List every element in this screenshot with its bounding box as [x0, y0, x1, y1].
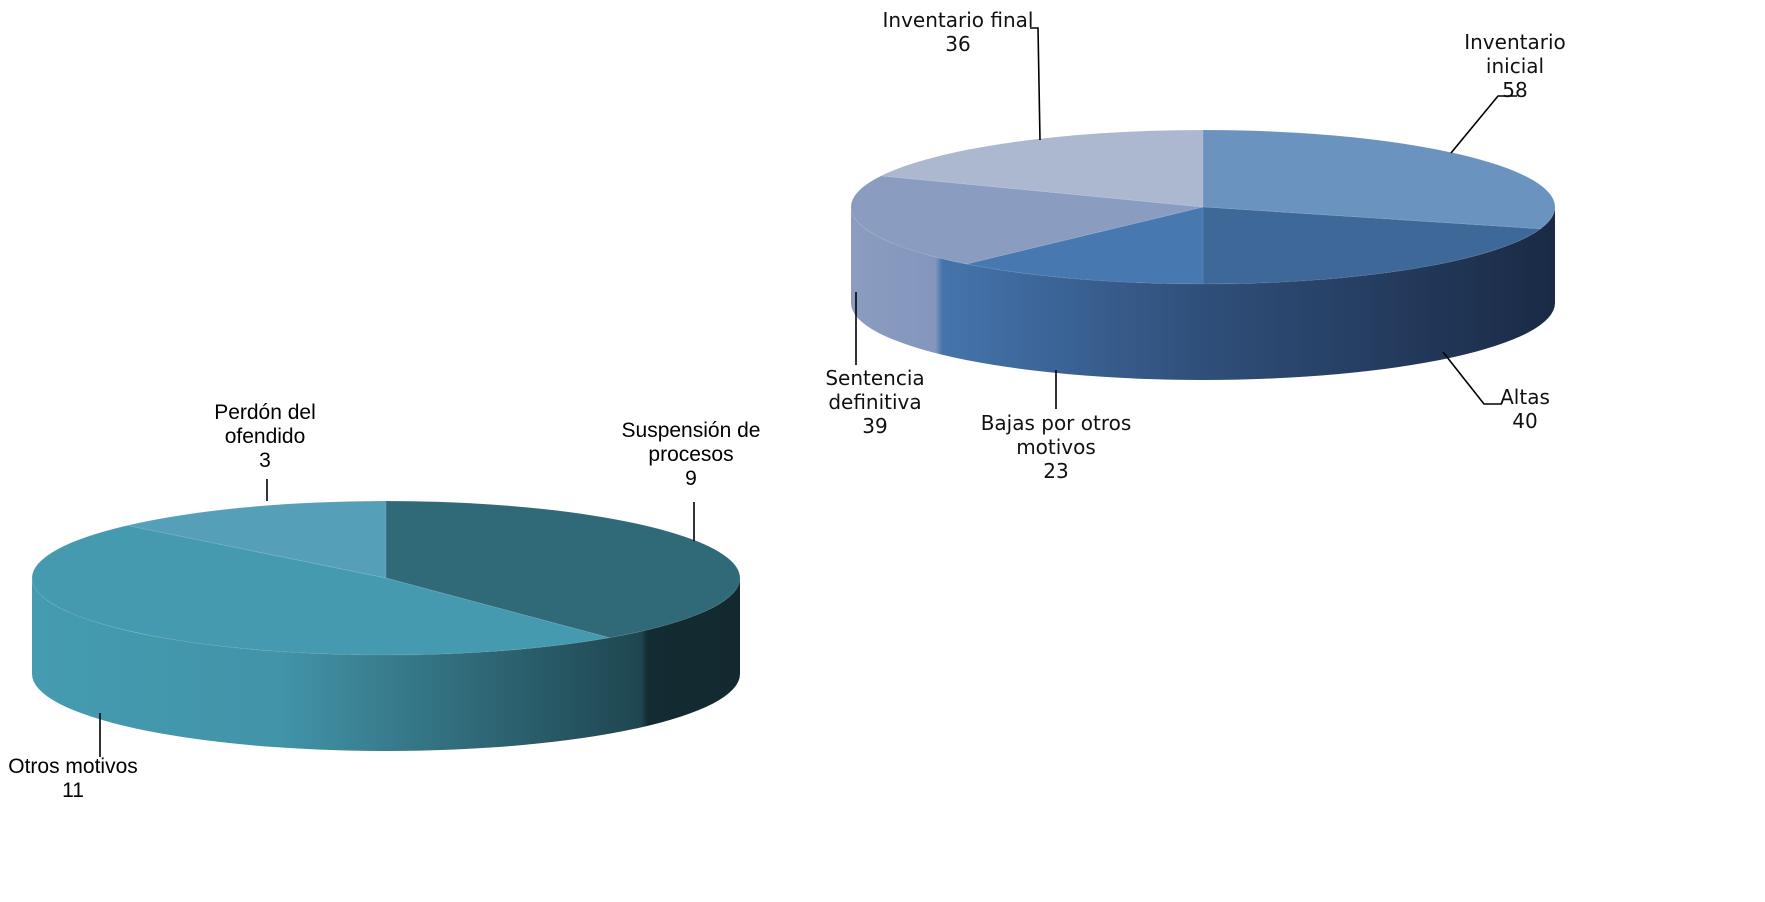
pie-slice-otros-motivos [31, 524, 610, 656]
data-label-perdon-del-ofendido: Perdón del ofendido 3 [214, 401, 316, 472]
pie-chart-motivos: Suspensión de procesos 9 Otros motivos 11 Per… [8, 401, 760, 802]
pie-side-wall [32, 578, 740, 751]
data-label-altas: Altas 40 [1500, 385, 1550, 433]
pie-slice-suspension-de-procesos [385, 500, 741, 639]
pie-slice-inventario-final [879, 129, 1204, 208]
data-label-bajas-por-otros-motivos: Bajas por otros motivos 23 [981, 411, 1132, 483]
data-label-inventario-final: Inventario final 36 [883, 8, 1034, 56]
data-label-sentencia-definitiva: Sentencia definitiva 39 [825, 366, 924, 438]
pie-slice-sentencia-definitiva [850, 175, 1204, 265]
pie-slice-perdon-del-ofendido [127, 500, 387, 579]
pie-slice-bajas-por-otros-motivos [966, 206, 1204, 285]
leader-line-altas [1442, 351, 1502, 405]
data-label-otros-motivos: Otros motivos 11 [8, 755, 138, 802]
leader-line-inventario-inicial [1450, 95, 1517, 154]
pie-chart-inventario: Inventario inicial 58 Altas 40 Bajas por otro… [825, 8, 1565, 483]
pie-slice-inventario-inicial [1202, 129, 1556, 230]
data-label-suspension-de-procesos: Suspensión de procesos 9 [622, 419, 761, 490]
data-label-inventario-inicial: Inventario inicial 58 [1464, 30, 1566, 102]
pie-slice-altas [1202, 206, 1542, 285]
leader-line-inventario-final [1030, 27, 1041, 141]
pie-side-wall [851, 207, 1555, 380]
